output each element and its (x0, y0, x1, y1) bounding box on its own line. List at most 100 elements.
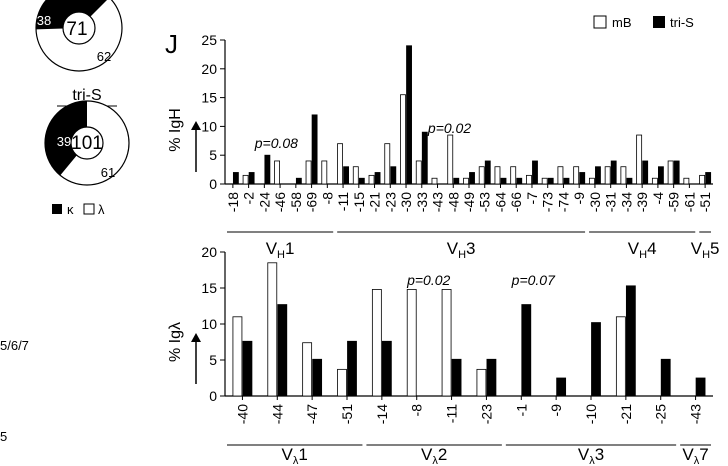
x-tick-label: -23 (478, 404, 494, 424)
pie-chart-bottom (44, 100, 130, 186)
bar-mb (267, 262, 278, 397)
lambda-legend-swatch (83, 203, 95, 215)
pie-bottom-right-label: 61 (101, 165, 115, 180)
bar-mb (242, 174, 249, 185)
x-tick-label: -24 (256, 192, 272, 212)
x-tick-label: -53 (477, 192, 493, 212)
pie-bottom-left-label: 39 (57, 134, 71, 149)
bar-mb (384, 143, 391, 185)
bar-tris (453, 177, 460, 185)
igh-bar-chart: 0 5 10 15 20 25 % IgH -18 -2 -24 -46 -58 -69 -8 -11 -15… (167, 32, 720, 261)
bar-mb (620, 166, 627, 185)
bar-tris (421, 131, 428, 185)
y-axis-arrowhead (191, 333, 201, 342)
y-tick-label: 25 (201, 32, 217, 48)
x-tick-label: -69 (304, 192, 320, 212)
bar-mb (368, 174, 375, 185)
bar-tris (248, 172, 255, 185)
x-tick-label: -4 (650, 192, 666, 205)
bar-mb (541, 177, 548, 185)
bar-tris (343, 166, 350, 185)
legend-tris-label: tri-S (670, 15, 694, 30)
bar-tris (469, 172, 475, 185)
bar-tris (695, 377, 706, 397)
bar-tris (347, 340, 357, 397)
x-tick-label: -66 (508, 192, 524, 212)
bar-mb (371, 289, 382, 397)
x-tick-label: -8 (319, 192, 335, 205)
bar-tris (295, 177, 302, 185)
bar-mb (415, 160, 422, 185)
bar-tris (547, 177, 554, 185)
bar-mb (588, 177, 595, 185)
bar-mb (604, 166, 611, 185)
bar-mb (636, 134, 643, 185)
bar-mb (441, 289, 452, 397)
group-label: VH5 (691, 239, 720, 261)
kappa-legend-label: κ (67, 202, 74, 217)
bar-tris (312, 358, 323, 397)
panel-letter: J (165, 29, 178, 59)
pie-bottom-center-label: 101 (71, 133, 103, 154)
x-tick-label: -2 (241, 192, 257, 205)
bar-mb (447, 134, 454, 185)
pie-bottom-title: tri-S (72, 87, 101, 104)
x-tick-label: -21 (367, 192, 383, 212)
bar-tris (595, 166, 601, 185)
bar-tris (486, 358, 497, 397)
y-tick-label: 5 (209, 147, 217, 163)
lambda-legend-label: λ (98, 202, 105, 217)
x-tick-label: -9 (548, 404, 564, 417)
x-tick-label: -73 (540, 192, 556, 212)
x-tick-label: -59 (666, 192, 682, 212)
x-tick-label: -46 (272, 192, 288, 212)
x-tick-label: -43 (688, 404, 704, 424)
bar-tris (626, 177, 633, 185)
x-tick-label: -74 (555, 192, 571, 212)
bar-tris (381, 340, 392, 397)
p-value-annotation: p=0.02 (427, 120, 471, 136)
p-value-annotation: p=0.02 (406, 272, 450, 288)
x-tick-label: -11 (444, 404, 460, 423)
kappa-legend-swatch (52, 204, 62, 214)
bar-tris (591, 322, 601, 397)
bar-tris (264, 154, 271, 185)
group-label: Vλ2 (421, 445, 447, 466)
x-tick-label: -43 (430, 192, 446, 212)
group-label: VH1 (266, 239, 295, 261)
bar-mb (274, 160, 280, 185)
x-tick-label: -61 (681, 192, 697, 212)
bar-mb (431, 177, 438, 185)
bar-mb (321, 160, 328, 185)
bar-tris (406, 45, 412, 185)
left-fragment-mid: 5/6/7 (0, 338, 29, 353)
bar-tris (556, 377, 567, 397)
x-tick-label: -8 (409, 404, 425, 417)
bar-mb (352, 166, 359, 185)
y-tick-label: 15 (201, 280, 217, 296)
x-tick-label: -30 (398, 192, 414, 212)
bar-tris (311, 114, 318, 185)
x-tick-label: -44 (269, 404, 285, 424)
pie-bottom-kappa-slice (45, 101, 87, 176)
bar-tris (500, 177, 507, 185)
x-tick-label: -31 (603, 192, 619, 212)
bar-tris (625, 285, 636, 397)
y-tick-label: 5 (209, 352, 217, 368)
left-fragment-bottom: 5 (0, 429, 7, 444)
x-tick-label: -39 (634, 192, 650, 212)
x-tick-label: -23 (382, 192, 398, 212)
bar-mb (683, 177, 690, 185)
x-tick-label: -51 (339, 404, 355, 424)
group-label: Vλ7 (682, 445, 708, 466)
pie-bottom-center (70, 126, 104, 160)
x-tick-label: -64 (492, 192, 508, 212)
x-tick-label: -10 (583, 404, 599, 424)
bar-tris (390, 166, 397, 185)
y-tick-label: 15 (201, 90, 217, 106)
bar-mb (463, 177, 469, 185)
bar-mb (337, 368, 347, 397)
x-tick-label: -49 (461, 192, 477, 212)
bar-mb (667, 160, 674, 185)
